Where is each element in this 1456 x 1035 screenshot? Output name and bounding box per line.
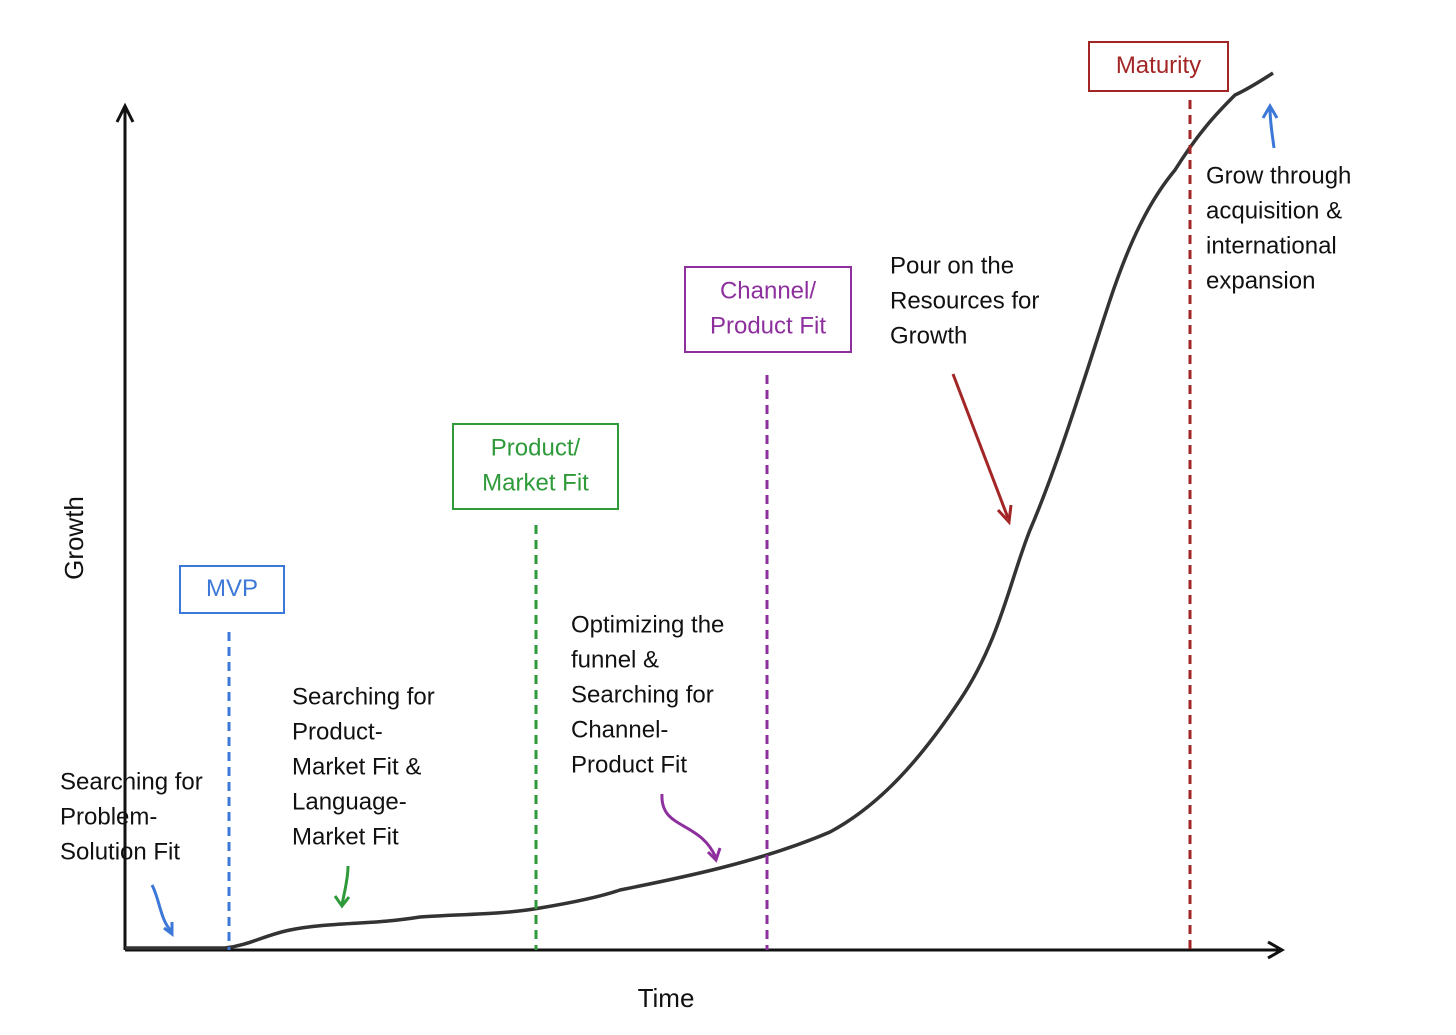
annotation-text: expansion: [1206, 267, 1315, 294]
stage-box: [452, 423, 619, 510]
annotation-text: Optimizing the: [571, 611, 724, 638]
annotation-text: Searching for: [60, 768, 203, 795]
annotation-text: Market Fit: [292, 823, 399, 850]
arrow: [951, 373, 1010, 519]
stage-label: MVP: [206, 575, 258, 602]
arrow: [1268, 107, 1276, 149]
y-axis-arrow: [115, 102, 135, 123]
stage-label: Maturity: [1116, 52, 1201, 79]
annotation-text: Market Fit &: [292, 753, 421, 780]
annotation-text: Product-: [292, 718, 383, 745]
arrow-head: [333, 895, 351, 909]
stage-label: Product Fit: [710, 312, 826, 339]
annotation-text: Searching for: [292, 683, 435, 710]
annotation-text: funnel &: [571, 646, 659, 673]
stage-box: [1088, 41, 1229, 92]
stage-label: Product/: [491, 434, 581, 461]
stage-label: Market Fit: [482, 469, 589, 496]
stage-box: [179, 565, 285, 614]
annotation-text: Product Fit: [571, 751, 687, 778]
stage-label: Channel/: [720, 277, 816, 304]
annotation-text: Channel-: [571, 716, 668, 743]
arrow: [150, 884, 174, 934]
annotation-text: acquisition &: [1206, 197, 1342, 224]
growth-curve: [125, 71, 1274, 950]
annotation-text: Resources for: [890, 287, 1039, 314]
annotation-text: Searching for: [571, 681, 714, 708]
arrow-head: [1261, 103, 1279, 119]
annotation-text: Grow through: [1206, 162, 1351, 189]
y-axis-label: Growth: [59, 496, 89, 580]
arrow: [660, 793, 718, 859]
x-axis-arrow: [1267, 940, 1286, 960]
annotation-text: Growth: [890, 322, 967, 349]
x-axis-label: Time: [638, 983, 695, 1013]
annotation-text: international: [1206, 232, 1337, 259]
annotation-text: Solution Fit: [60, 838, 180, 865]
annotation-text: Language-: [292, 788, 407, 815]
arrow-head: [163, 922, 174, 937]
stage-box: [684, 266, 852, 353]
arrow-head: [996, 504, 1013, 526]
annotation-text: Problem-: [60, 803, 157, 830]
arrow: [340, 865, 350, 906]
arrow-head: [706, 847, 722, 863]
annotation-text: Pour on the: [890, 252, 1014, 279]
